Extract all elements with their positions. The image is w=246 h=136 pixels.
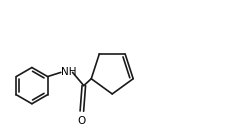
Text: NH: NH [61,67,77,77]
Text: O: O [78,116,86,126]
